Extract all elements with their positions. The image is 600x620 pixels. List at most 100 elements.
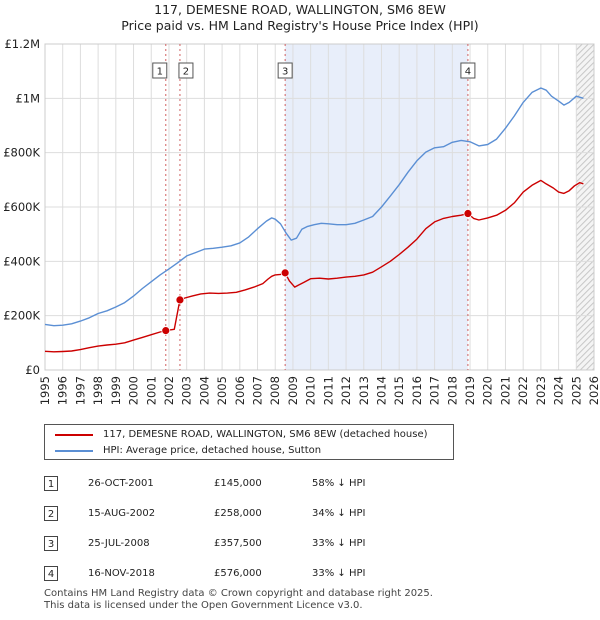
x-tick-label: 2011 xyxy=(321,376,335,405)
x-tick-label: 2005 xyxy=(215,376,229,405)
sale-marker-label: 4 xyxy=(465,67,471,78)
future-hatch-line xyxy=(575,265,595,285)
sale-hpi-diff: 58% ↓ HPI xyxy=(312,478,366,489)
y-tick-label: £1.2M xyxy=(4,37,40,51)
sale-date: 16-NOV-2018 xyxy=(88,568,155,579)
sale-point xyxy=(463,209,473,218)
x-tick-label: 2017 xyxy=(428,376,442,405)
future-hatch-line xyxy=(575,127,595,147)
x-tick-label: 1996 xyxy=(56,376,70,405)
future-hatch-line xyxy=(575,223,595,243)
legend-swatch-hpi xyxy=(55,450,93,452)
y-tick-label: £400K xyxy=(3,254,40,268)
future-hatch-line xyxy=(575,277,595,297)
future-hatch-line xyxy=(575,169,595,189)
x-tick-label: 2019 xyxy=(463,376,477,405)
future-hatch-line xyxy=(575,217,595,237)
x-tick-label: 2015 xyxy=(392,376,406,405)
future-hatch-line xyxy=(579,355,595,371)
table-row: 3 25-JUL-2008 £357,500 33% ↓ HPI xyxy=(0,534,600,554)
plot-frame xyxy=(44,43,595,371)
sale-date: 15-AUG-2002 xyxy=(88,508,156,519)
x-tick-label: 2026 xyxy=(587,376,600,405)
x-tick-label: 2000 xyxy=(127,376,141,405)
legend: 117, DEMESNE ROAD, WALLINGTON, SM6 8EW (… xyxy=(44,424,454,460)
x-tick-label: 2002 xyxy=(162,376,176,405)
x-tick-label: 2016 xyxy=(410,376,424,405)
sale-marker-box xyxy=(460,62,476,79)
table-row: 1 26-OCT-2001 £145,000 58% ↓ HPI xyxy=(0,474,600,494)
future-hatch-line xyxy=(575,271,595,291)
sale-hpi-diff: 33% ↓ HPI xyxy=(312,568,366,579)
x-tick-label: 2020 xyxy=(481,376,495,405)
sale-hpi-diff: 33% ↓ HPI xyxy=(312,538,366,549)
future-hatch-line xyxy=(575,253,595,273)
sale-date: 25-JUL-2008 xyxy=(88,538,150,549)
footer-copyright: Contains HM Land Registry data © Crown c… xyxy=(44,588,433,599)
sale-price: £357,500 xyxy=(214,538,262,549)
sale-number-badge: 3 xyxy=(44,536,58,551)
x-tick-label: 2007 xyxy=(251,376,265,405)
future-hatch-line xyxy=(575,49,595,69)
future-hatch-line xyxy=(575,55,595,75)
x-tick-label: 1998 xyxy=(91,376,105,405)
x-tick-label: 1995 xyxy=(38,376,52,405)
sale-price: £576,000 xyxy=(214,568,262,579)
future-hatch-line xyxy=(575,247,595,267)
y-tick-label: £600K xyxy=(3,200,40,214)
future-hatch-line xyxy=(575,115,595,135)
future-hatch-line xyxy=(575,85,595,105)
future-hatch-line xyxy=(575,259,595,279)
x-tick-label: 2004 xyxy=(197,376,211,405)
future-hatch-line xyxy=(575,331,595,351)
future-hatch-line xyxy=(575,97,595,117)
future-hatch-line xyxy=(575,157,595,177)
future-hatch-line xyxy=(575,325,595,345)
future-hatch-line xyxy=(575,73,595,93)
future-hatch-line xyxy=(575,295,595,315)
future-hatch-line xyxy=(575,307,595,327)
future-hatch-line xyxy=(575,235,595,255)
future-hatch-line xyxy=(575,79,595,99)
future-hatch-line xyxy=(575,205,595,225)
future-hatch-line xyxy=(575,91,595,111)
future-hatch-line xyxy=(575,151,595,171)
sale-marker-label: 2 xyxy=(183,67,189,78)
future-hatch-line xyxy=(575,343,595,363)
future-hatch-line xyxy=(575,211,595,231)
sale-marker-box xyxy=(277,62,293,79)
sale-number-badge: 4 xyxy=(44,566,58,581)
legend-label-property: 117, DEMESNE ROAD, WALLINGTON, SM6 8EW (… xyxy=(103,429,428,440)
future-hatch-line xyxy=(575,175,595,195)
y-tick-label: £1M xyxy=(15,91,40,105)
future-hatch-line xyxy=(575,133,595,153)
future-hatch-line xyxy=(575,67,595,87)
x-tick-label: 2003 xyxy=(180,376,194,405)
x-tick-label: 2018 xyxy=(445,376,459,405)
future-hatch-line xyxy=(575,349,595,369)
series-line-property xyxy=(44,179,584,353)
future-hatch-line xyxy=(575,43,589,57)
table-row: 4 16-NOV-2018 £576,000 33% ↓ HPI xyxy=(0,564,600,584)
sale-marker-box xyxy=(152,62,168,79)
y-tick-label: £800K xyxy=(3,146,40,160)
sale-point xyxy=(161,326,171,336)
sale-marker-label: 1 xyxy=(157,67,163,78)
legend-swatch-property xyxy=(55,434,93,436)
future-hatch-line xyxy=(575,199,595,219)
x-tick-label: 2001 xyxy=(144,376,158,405)
future-hatch-line xyxy=(575,193,595,213)
x-tick-label: 2010 xyxy=(304,376,318,405)
x-tick-label: 2008 xyxy=(268,376,282,405)
sale-point xyxy=(175,295,185,305)
sale-price: £258,000 xyxy=(214,508,262,519)
future-hatch-line xyxy=(575,241,595,261)
sale-marker-label: 3 xyxy=(282,67,288,78)
sale-hpi-diff: 34% ↓ HPI xyxy=(312,508,366,519)
x-tick-label: 2021 xyxy=(498,376,512,405)
future-hatch-line xyxy=(575,313,595,333)
x-tick-label: 2014 xyxy=(374,376,388,405)
x-tick-label: 2022 xyxy=(516,376,530,405)
future-hatch-line xyxy=(575,139,595,159)
